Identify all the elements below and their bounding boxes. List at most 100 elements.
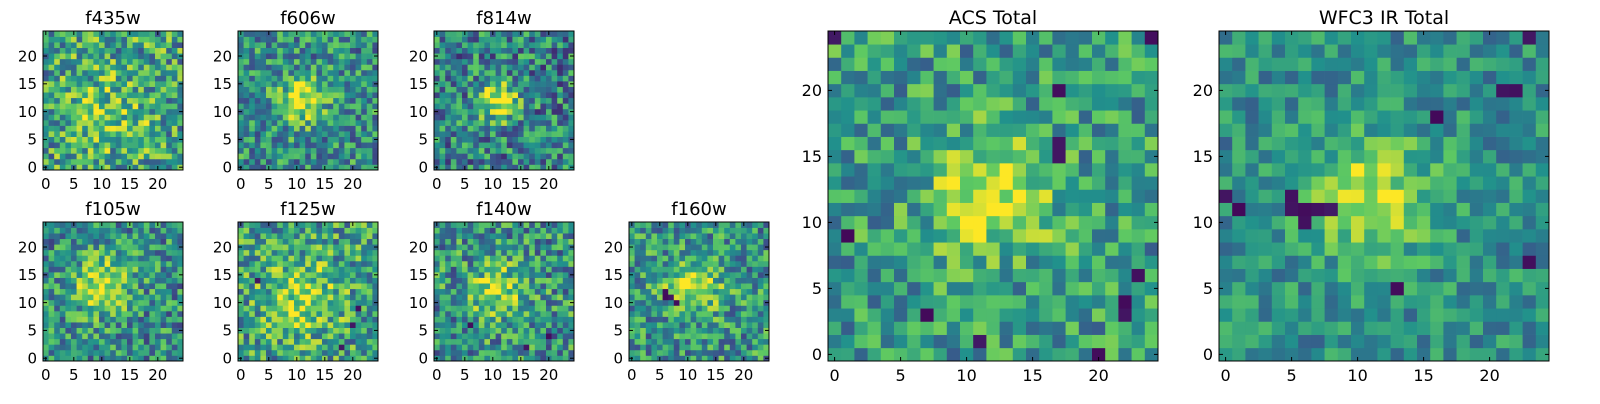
heatmap-cell bbox=[473, 53, 479, 59]
heatmap-cell bbox=[456, 37, 462, 43]
heatmap-cell bbox=[679, 228, 685, 234]
heatmap-cell bbox=[249, 53, 255, 59]
heatmap-cell bbox=[322, 317, 328, 323]
heatmap-cell bbox=[1039, 348, 1053, 362]
heatmap-cell bbox=[328, 53, 334, 59]
heatmap-cell bbox=[60, 48, 66, 54]
heatmap-cell bbox=[679, 222, 685, 228]
heatmap-cell bbox=[356, 81, 362, 87]
heatmap-cell bbox=[546, 42, 552, 48]
heatmap-cell bbox=[747, 305, 753, 311]
heatmap-cell bbox=[260, 350, 266, 356]
heatmap-cell bbox=[88, 120, 94, 126]
heatmap-cell bbox=[451, 31, 457, 37]
panel-title: f606w bbox=[280, 8, 335, 29]
heatmap-cell bbox=[730, 261, 736, 267]
heatmap-cell bbox=[328, 137, 334, 143]
heatmap-cell bbox=[713, 283, 719, 289]
heatmap-cell bbox=[540, 114, 546, 120]
heatmap-cell bbox=[121, 322, 127, 328]
heatmap-cell bbox=[529, 109, 535, 115]
heatmap-cell bbox=[854, 229, 868, 243]
heatmap-cell bbox=[563, 289, 569, 295]
heatmap-cell bbox=[266, 109, 272, 115]
heatmap-cell bbox=[161, 289, 167, 295]
heatmap-cell bbox=[133, 289, 139, 295]
heatmap-cell bbox=[479, 42, 485, 48]
heatmap-cell bbox=[294, 42, 300, 48]
heatmap-cell bbox=[663, 333, 669, 339]
heatmap-cell bbox=[110, 42, 116, 48]
heatmap-cell bbox=[747, 266, 753, 272]
heatmap-cell bbox=[266, 328, 272, 334]
heatmap-cell bbox=[490, 53, 496, 59]
heatmap-cell bbox=[138, 261, 144, 267]
heatmap-cell bbox=[484, 126, 490, 132]
heatmap-cell bbox=[707, 305, 713, 311]
heatmap-cell bbox=[451, 233, 457, 239]
heatmap-cell bbox=[468, 278, 474, 284]
heatmap-cell bbox=[333, 300, 339, 306]
heatmap-cell bbox=[255, 289, 261, 295]
heatmap-cell bbox=[138, 109, 144, 115]
heatmap-cell bbox=[986, 216, 1000, 230]
heatmap-cell bbox=[149, 75, 155, 81]
heatmap-cell bbox=[1013, 348, 1027, 362]
heatmap-cell bbox=[121, 70, 127, 76]
heatmap-cell bbox=[144, 283, 150, 289]
heatmap-cell bbox=[333, 322, 339, 328]
heatmap-cell bbox=[311, 75, 317, 81]
heatmap-cell bbox=[934, 189, 948, 203]
heatmap-cell bbox=[172, 289, 178, 295]
heatmap-cell bbox=[372, 255, 378, 261]
heatmap-cell bbox=[1013, 242, 1027, 256]
heatmap-cell bbox=[696, 261, 702, 267]
heatmap-cell bbox=[440, 289, 446, 295]
heatmap-cell bbox=[713, 233, 719, 239]
heatmap-cell bbox=[524, 64, 530, 70]
heatmap-cell bbox=[490, 81, 496, 87]
heatmap-cell bbox=[473, 148, 479, 154]
heatmap-cell bbox=[484, 283, 490, 289]
heatmap-cell bbox=[127, 333, 133, 339]
heatmap-cell bbox=[272, 294, 278, 300]
heatmap-cell bbox=[512, 317, 518, 323]
heatmap-cell bbox=[105, 126, 111, 132]
heatmap-cell bbox=[121, 266, 127, 272]
heatmap-cell bbox=[77, 109, 83, 115]
heatmap-cell bbox=[462, 244, 468, 250]
heatmap-cell bbox=[288, 272, 294, 278]
heatmap-cell bbox=[1105, 255, 1119, 269]
heatmap-cell bbox=[496, 42, 502, 48]
heatmap-cell bbox=[60, 31, 66, 37]
heatmap-cell bbox=[71, 92, 77, 98]
heatmap-cell bbox=[568, 153, 574, 159]
heatmap-cell bbox=[663, 294, 669, 300]
heatmap-cell bbox=[1039, 295, 1053, 309]
heatmap-cell bbox=[361, 244, 367, 250]
heatmap-cell bbox=[311, 250, 317, 256]
heatmap-cell bbox=[161, 317, 167, 323]
heatmap-cell bbox=[451, 103, 457, 109]
heatmap-cell bbox=[691, 250, 697, 256]
heatmap-cell bbox=[144, 31, 150, 37]
heatmap-cell bbox=[512, 350, 518, 356]
heatmap-cell bbox=[540, 42, 546, 48]
heatmap-cell bbox=[77, 317, 83, 323]
heatmap-cell bbox=[496, 328, 502, 334]
heatmap-cell bbox=[691, 344, 697, 350]
heatmap-cell bbox=[529, 228, 535, 234]
heatmap-cell bbox=[1066, 295, 1080, 309]
heatmap-cell bbox=[1052, 269, 1066, 283]
heatmap-cell bbox=[105, 355, 111, 361]
heatmap-cell bbox=[328, 278, 334, 284]
heatmap-cell bbox=[65, 98, 71, 104]
heatmap-cell bbox=[473, 239, 479, 245]
heatmap-cell bbox=[172, 300, 178, 306]
heatmap-cell bbox=[144, 294, 150, 300]
heatmap-cell bbox=[255, 311, 261, 317]
heatmap-cell bbox=[1079, 229, 1093, 243]
heatmap-cell bbox=[719, 283, 725, 289]
heatmap-cell bbox=[758, 239, 764, 245]
heatmap-cell bbox=[138, 48, 144, 54]
